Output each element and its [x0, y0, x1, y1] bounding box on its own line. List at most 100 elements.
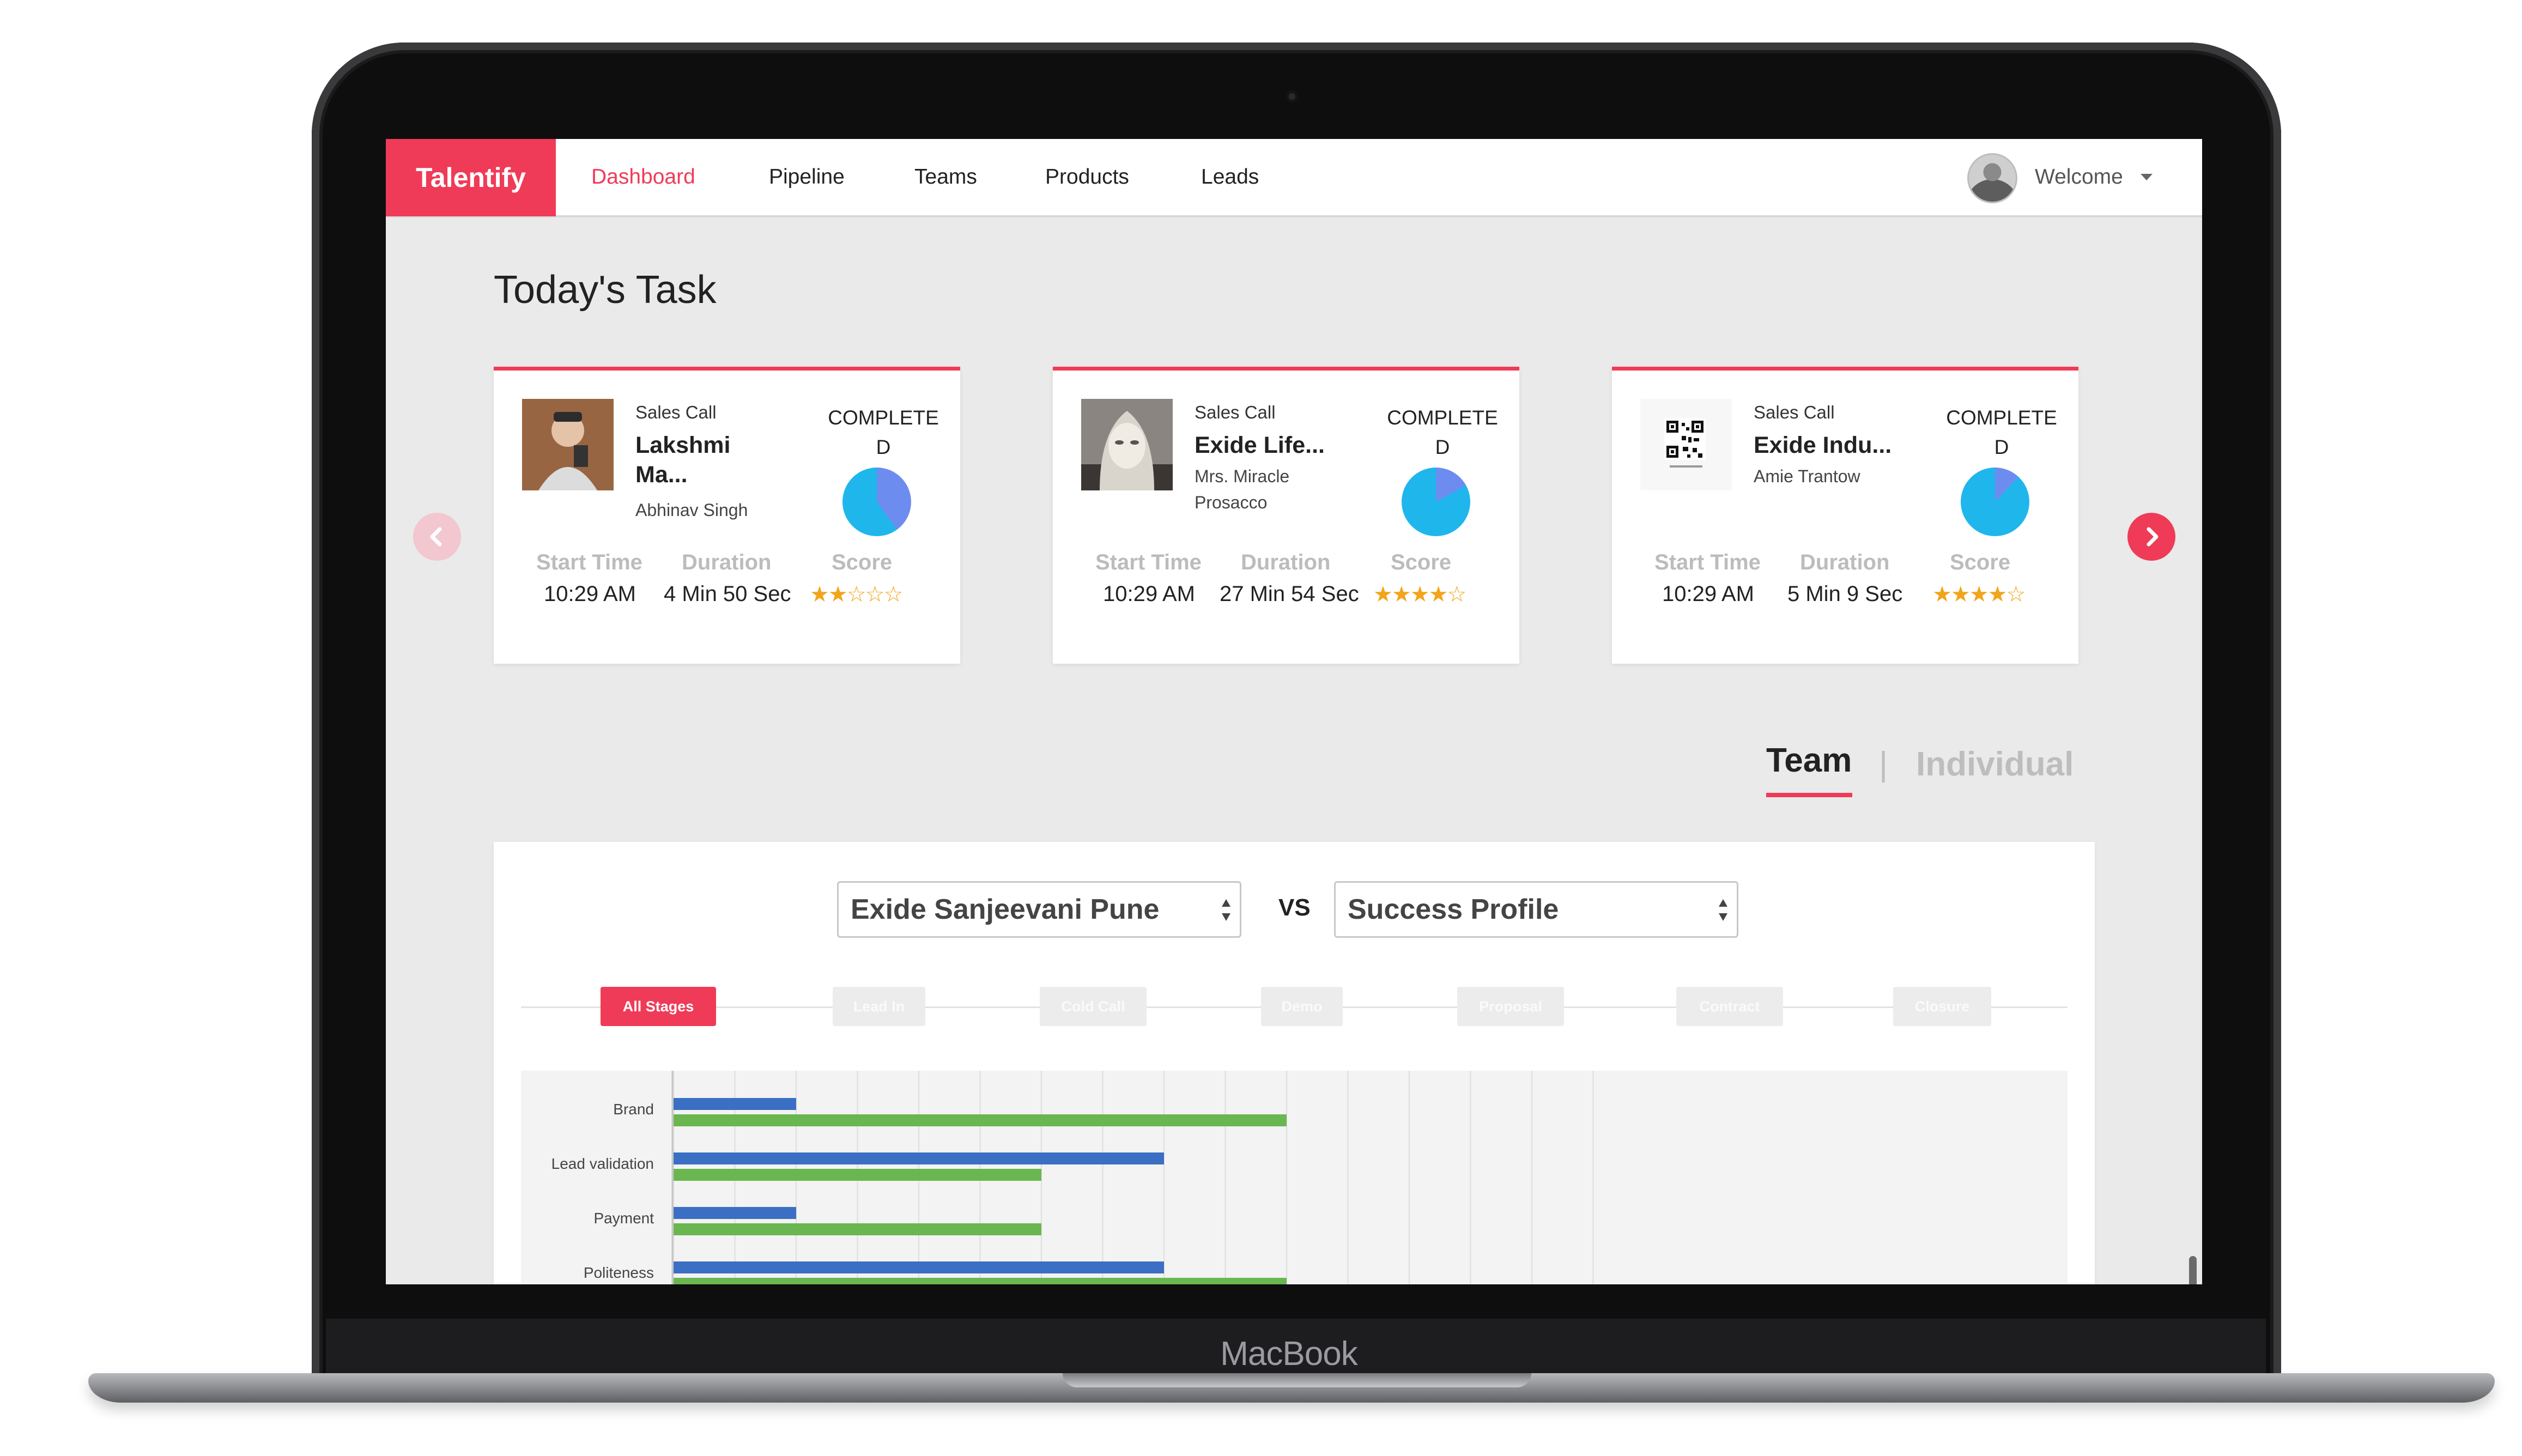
chart-bar[interactable]	[674, 1261, 1164, 1273]
stage-all-stages[interactable]: All Stages	[601, 987, 716, 1026]
task-name-line: Exide Indu...	[1754, 432, 1892, 458]
page-title: Today's Task	[494, 268, 717, 312]
score-label: Score	[832, 550, 893, 574]
carousel-prev-button[interactable]	[413, 513, 461, 561]
app-logo[interactable]: Talentify	[386, 139, 556, 216]
camera-icon	[1286, 90, 1298, 102]
score-stars: ★★★★☆	[1373, 583, 1466, 606]
completion-pie	[842, 468, 911, 536]
duration-label: Duration	[1241, 550, 1331, 574]
chart-bar[interactable]	[674, 1223, 1041, 1235]
tab-separator: |	[1879, 745, 1888, 783]
chart-bar[interactable]	[674, 1098, 796, 1110]
task-card[interactable]: Sales Call Exide Indu... Amie Trantow CO…	[1612, 367, 2078, 664]
nav-teams[interactable]: Teams	[914, 165, 977, 189]
nav-pipeline[interactable]: Pipeline	[769, 165, 845, 189]
team-select[interactable]: Exide Sanjeevani Pune	[837, 881, 1241, 938]
task-name: Exide Indu...	[1754, 430, 1901, 460]
updown-arrows-icon	[1222, 899, 1230, 921]
tab-team-active-underline	[1766, 793, 1852, 797]
tab-team[interactable]: Team	[1766, 742, 1852, 779]
chart-category-label: Brand	[613, 1101, 654, 1118]
completion-pie	[1961, 468, 2029, 536]
chart-category-label: Payment	[594, 1210, 654, 1227]
app-screen: Talentify Dashboard Pipeline Teams Produ…	[386, 139, 2202, 1284]
top-navbar: Talentify Dashboard Pipeline Teams Produ…	[386, 139, 2202, 217]
duration-label: Duration	[682, 550, 772, 574]
score-label: Score	[1950, 550, 2011, 574]
task-contact: Abhinav Singh	[635, 500, 748, 520]
stage-proposal[interactable]: Proposal	[1457, 987, 1564, 1026]
task-name-line: Exide Life...	[1195, 432, 1325, 458]
laptop-brand-label: MacBook	[1220, 1335, 1357, 1373]
team-select-value: Exide Sanjeevani Pune	[851, 894, 1160, 925]
chevron-right-icon	[2147, 527, 2159, 547]
comparison-panel: Exide Sanjeevani Pune VS Success Profile…	[494, 842, 2095, 1284]
duration-value: 4 Min 50 Sec	[664, 582, 791, 606]
duration-value: 5 Min 9 Sec	[1787, 582, 1903, 606]
task-contact: Mrs. Miracle Prosacco	[1195, 463, 1347, 515]
comparison-chart: Brand Lead validation Payment Politeness	[521, 1071, 2068, 1284]
duration-value: 27 Min 54 Sec	[1220, 582, 1359, 606]
task-type: Sales Call	[635, 402, 717, 422]
chart-bar[interactable]	[674, 1169, 1041, 1181]
carousel-next-button[interactable]	[2127, 513, 2175, 561]
task-card[interactable]: Sales Call Lakshmi Ma... Abhinav Singh C…	[494, 367, 960, 664]
status-line: D	[876, 436, 891, 458]
status-line: COMPLETE	[1387, 407, 1498, 429]
task-status: COMPLETE D	[1380, 403, 1505, 462]
task-status: COMPLETE D	[1939, 403, 2064, 462]
score-stars: ★★★★☆	[1932, 583, 2026, 606]
nav-leads[interactable]: Leads	[1201, 165, 1259, 189]
caret-down-icon[interactable]	[2141, 174, 2153, 180]
profile-select[interactable]: Success Profile	[1334, 881, 1738, 938]
stage-demo[interactable]: Demo	[1261, 987, 1343, 1026]
task-name: Lakshmi Ma...	[635, 430, 783, 489]
stage-cold-call[interactable]: Cold Call	[1040, 987, 1147, 1026]
nav-dashboard[interactable]: Dashboard	[591, 165, 695, 189]
contact-photo	[1081, 399, 1173, 490]
duration-label: Duration	[1800, 550, 1890, 574]
stage-closure[interactable]: Closure	[1893, 987, 1991, 1026]
chart-category-label: Lead validation	[551, 1155, 654, 1172]
start-time-label: Start Time	[536, 550, 642, 574]
start-time-value: 10:29 AM	[1103, 582, 1196, 606]
scrollbar-thumb[interactable]	[2189, 1256, 2197, 1284]
task-name-line: Lakshmi	[635, 432, 731, 458]
user-menu-welcome[interactable]: Welcome	[2035, 165, 2123, 189]
score-label: Score	[1391, 550, 1452, 574]
score-stars: ★★☆☆☆	[810, 583, 903, 606]
vs-label: VS	[1278, 894, 1311, 921]
profile-select-value: Success Profile	[1348, 894, 1559, 925]
completion-pie	[1402, 468, 1470, 536]
stage-lead-in[interactable]: Lead In	[833, 987, 925, 1026]
status-line: D	[1994, 436, 2009, 458]
updown-arrows-icon	[1719, 899, 1727, 921]
chart-bar[interactable]	[674, 1114, 1287, 1126]
user-avatar[interactable]	[1967, 153, 2017, 203]
qr-code-icon	[1640, 399, 1732, 490]
chart-bar[interactable]	[674, 1152, 1164, 1164]
start-time-value: 10:29 AM	[544, 582, 636, 606]
status-line: COMPLETE	[828, 407, 939, 429]
task-name: Exide Life...	[1195, 430, 1342, 460]
status-line: D	[1435, 436, 1450, 458]
task-contact: Amie Trantow	[1754, 466, 1860, 486]
task-type: Sales Call	[1754, 402, 1835, 422]
stage-contract[interactable]: Contract	[1676, 987, 1783, 1026]
start-time-label: Start Time	[1095, 550, 1202, 574]
task-card[interactable]: Sales Call Exide Life... Mrs. Miracle Pr…	[1053, 367, 1519, 664]
task-contact-line: Prosacco	[1195, 493, 1268, 512]
start-time-label: Start Time	[1654, 550, 1761, 574]
bar-chart-svg: Brand Lead validation Payment Politeness	[551, 1071, 1594, 1284]
chart-bar[interactable]	[674, 1278, 1287, 1284]
tab-individual[interactable]: Individual	[1916, 745, 2074, 783]
chart-category-label: Politeness	[584, 1264, 654, 1281]
contact-photo	[522, 399, 614, 490]
chevron-left-icon	[430, 527, 442, 547]
status-line: COMPLETE	[1946, 407, 2057, 429]
start-time-value: 10:29 AM	[1662, 582, 1755, 606]
nav-products[interactable]: Products	[1045, 165, 1129, 189]
chart-bar[interactable]	[674, 1207, 796, 1219]
laptop-hinge-notch	[1063, 1373, 1531, 1387]
